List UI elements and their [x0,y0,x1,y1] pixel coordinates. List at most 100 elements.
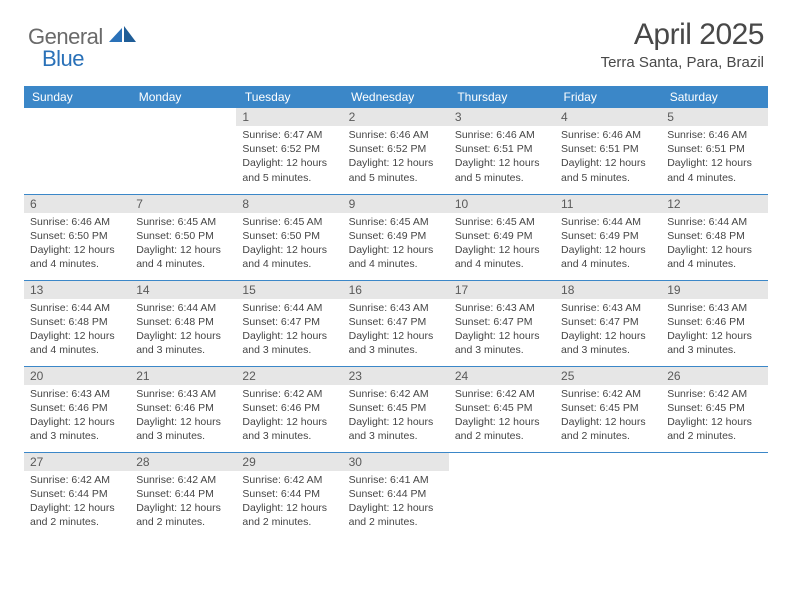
day-number: 13 [24,281,130,299]
weekday-header: Saturday [661,86,767,108]
day-number: 26 [661,367,767,385]
calendar-day-cell: 13Sunrise: 6:44 AMSunset: 6:48 PMDayligh… [24,280,130,366]
header: General Blue April 2025 Terra Santa, Par… [0,0,792,80]
day-data: Sunrise: 6:42 AMSunset: 6:46 PMDaylight:… [236,385,342,448]
day-number: 8 [236,195,342,213]
day-number: 27 [24,453,130,471]
calendar-day-cell: .. [24,108,130,194]
day-data: Sunrise: 6:42 AMSunset: 6:45 PMDaylight:… [555,385,661,448]
weekday-header: Monday [130,86,236,108]
day-number: 22 [236,367,342,385]
day-number: 2 [343,108,449,126]
weekday-header-row: Sunday Monday Tuesday Wednesday Thursday… [24,86,768,108]
calendar-day-cell: 23Sunrise: 6:42 AMSunset: 6:45 PMDayligh… [343,366,449,452]
day-data: Sunrise: 6:43 AMSunset: 6:47 PMDaylight:… [449,299,555,362]
day-number: 11 [555,195,661,213]
calendar-day-cell: .. [555,452,661,538]
month-title: April 2025 [601,18,764,52]
day-number: 1 [236,108,342,126]
day-number: 30 [343,453,449,471]
calendar-day-cell: 5Sunrise: 6:46 AMSunset: 6:51 PMDaylight… [661,108,767,194]
calendar-week-row: 13Sunrise: 6:44 AMSunset: 6:48 PMDayligh… [24,280,768,366]
calendar-day-cell: 21Sunrise: 6:43 AMSunset: 6:46 PMDayligh… [130,366,236,452]
day-data: Sunrise: 6:46 AMSunset: 6:52 PMDaylight:… [343,126,449,189]
day-data: Sunrise: 6:43 AMSunset: 6:46 PMDaylight:… [130,385,236,448]
calendar-day-cell: 10Sunrise: 6:45 AMSunset: 6:49 PMDayligh… [449,194,555,280]
calendar-day-cell: 20Sunrise: 6:43 AMSunset: 6:46 PMDayligh… [24,366,130,452]
day-data: Sunrise: 6:44 AMSunset: 6:48 PMDaylight:… [661,213,767,276]
day-data: Sunrise: 6:44 AMSunset: 6:49 PMDaylight:… [555,213,661,276]
day-data: Sunrise: 6:44 AMSunset: 6:48 PMDaylight:… [130,299,236,362]
calendar-day-cell: 16Sunrise: 6:43 AMSunset: 6:47 PMDayligh… [343,280,449,366]
day-number: 23 [343,367,449,385]
location: Terra Santa, Para, Brazil [601,54,764,71]
weekday-header: Tuesday [236,86,342,108]
day-number: 3 [449,108,555,126]
day-data: Sunrise: 6:42 AMSunset: 6:45 PMDaylight:… [449,385,555,448]
day-number: 4 [555,108,661,126]
day-number: 21 [130,367,236,385]
calendar-day-cell: 14Sunrise: 6:44 AMSunset: 6:48 PMDayligh… [130,280,236,366]
day-number: 6 [24,195,130,213]
calendar-day-cell: 26Sunrise: 6:42 AMSunset: 6:45 PMDayligh… [661,366,767,452]
calendar-day-cell: 8Sunrise: 6:45 AMSunset: 6:50 PMDaylight… [236,194,342,280]
calendar-day-cell: 1Sunrise: 6:47 AMSunset: 6:52 PMDaylight… [236,108,342,194]
calendar-day-cell: 30Sunrise: 6:41 AMSunset: 6:44 PMDayligh… [343,452,449,538]
day-data: Sunrise: 6:45 AMSunset: 6:49 PMDaylight:… [343,213,449,276]
logo: General Blue [28,18,137,72]
calendar-day-cell: 18Sunrise: 6:43 AMSunset: 6:47 PMDayligh… [555,280,661,366]
calendar-week-row: ....1Sunrise: 6:47 AMSunset: 6:52 PMDayl… [24,108,768,194]
day-data: Sunrise: 6:42 AMSunset: 6:45 PMDaylight:… [343,385,449,448]
day-number: 18 [555,281,661,299]
day-data: Sunrise: 6:46 AMSunset: 6:51 PMDaylight:… [661,126,767,189]
day-data: Sunrise: 6:45 AMSunset: 6:50 PMDaylight:… [236,213,342,276]
day-number: 7 [130,195,236,213]
day-number: 24 [449,367,555,385]
day-data: Sunrise: 6:44 AMSunset: 6:48 PMDaylight:… [24,299,130,362]
calendar-day-cell: 22Sunrise: 6:42 AMSunset: 6:46 PMDayligh… [236,366,342,452]
weekday-header: Sunday [24,86,130,108]
day-data: Sunrise: 6:45 AMSunset: 6:50 PMDaylight:… [130,213,236,276]
day-data: Sunrise: 6:43 AMSunset: 6:46 PMDaylight:… [661,299,767,362]
calendar-week-row: 27 Sunrise: 6:42 AMSunset: 6:44 PMDayligh… [24,452,768,538]
day-data: Sunrise: 6:44 AMSunset: 6:47 PMDaylight:… [236,299,342,362]
logo-sail-icon [109,31,137,48]
calendar-day-cell: 25Sunrise: 6:42 AMSunset: 6:45 PMDayligh… [555,366,661,452]
calendar-day-cell: 9Sunrise: 6:45 AMSunset: 6:49 PMDaylight… [343,194,449,280]
calendar-day-cell: 7Sunrise: 6:45 AMSunset: 6:50 PMDaylight… [130,194,236,280]
logo-text-blue: Blue [42,46,137,72]
calendar-table: Sunday Monday Tuesday Wednesday Thursday… [24,86,768,538]
calendar-day-cell: .. [130,108,236,194]
calendar-day-cell: 19Sunrise: 6:43 AMSunset: 6:46 PMDayligh… [661,280,767,366]
day-data: Sunrise: 6:42 AMSunset: 6:45 PMDaylight:… [661,385,767,448]
day-number: 25 [555,367,661,385]
day-number: 20 [24,367,130,385]
calendar-day-cell: 27Sunrise: 6:42 AMSunset: 6:44 PMDayligh… [24,452,130,538]
day-data: Sunrise: 6:47 AMSunset: 6:52 PMDaylight:… [236,126,342,189]
day-number: 28 [130,453,236,471]
calendar-day-cell: 15Sunrise: 6:44 AMSunset: 6:47 PMDayligh… [236,280,342,366]
day-data: Sunrise: 6:46 AMSunset: 6:51 PMDaylight:… [555,126,661,189]
day-data: Sunrise: 6:43 AMSunset: 6:47 PMDaylight:… [343,299,449,362]
calendar-day-cell: 4Sunrise: 6:46 AMSunset: 6:51 PMDaylight… [555,108,661,194]
day-data: Sunrise: 6:46 AMSunset: 6:50 PMDaylight:… [24,213,130,276]
calendar-week-row: 6Sunrise: 6:46 AMSunset: 6:50 PMDaylight… [24,194,768,280]
day-number: 17 [449,281,555,299]
day-number: 12 [661,195,767,213]
calendar-day-cell: 29Sunrise: 6:42 AMSunset: 6:44 PMDayligh… [236,452,342,538]
calendar-day-cell: 2Sunrise: 6:46 AMSunset: 6:52 PMDaylight… [343,108,449,194]
day-data: Sunrise: 6:42 AMSunset: 6:44 PMDaylight:… [236,471,342,534]
day-data: Sunrise: 6:45 AMSunset: 6:49 PMDaylight:… [449,213,555,276]
day-data: Sunrise: 6:43 AMSunset: 6:47 PMDaylight:… [555,299,661,362]
day-number: 10 [449,195,555,213]
calendar-day-cell: 6Sunrise: 6:46 AMSunset: 6:50 PMDaylight… [24,194,130,280]
title-block: April 2025 Terra Santa, Para, Brazil [601,18,764,71]
weekday-header: Thursday [449,86,555,108]
day-number: 19 [661,281,767,299]
day-data: Sunrise: 6:46 AMSunset: 6:51 PMDaylight:… [449,126,555,189]
calendar-day-cell: 12Sunrise: 6:44 AMSunset: 6:48 PMDayligh… [661,194,767,280]
calendar-day-cell: 17Sunrise: 6:43 AMSunset: 6:47 PMDayligh… [449,280,555,366]
day-data: Sunrise: 6:43 AMSunset: 6:46 PMDaylight:… [24,385,130,448]
calendar-week-row: 20Sunrise: 6:43 AMSunset: 6:46 PMDayligh… [24,366,768,452]
day-number: 5 [661,108,767,126]
